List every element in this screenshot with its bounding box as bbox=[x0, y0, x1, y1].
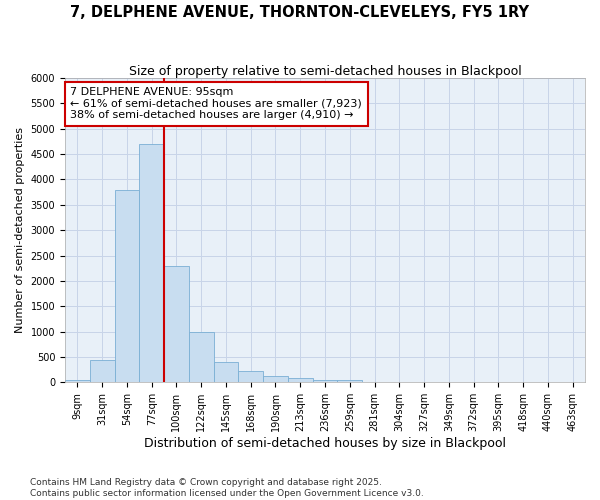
Bar bbox=[115, 190, 139, 382]
Bar bbox=[313, 380, 337, 382]
X-axis label: Distribution of semi-detached houses by size in Blackpool: Distribution of semi-detached houses by … bbox=[144, 437, 506, 450]
Bar bbox=[337, 380, 362, 382]
Bar bbox=[65, 380, 90, 382]
Bar bbox=[164, 266, 189, 382]
Bar bbox=[238, 370, 263, 382]
Bar bbox=[288, 378, 313, 382]
Y-axis label: Number of semi-detached properties: Number of semi-detached properties bbox=[15, 127, 25, 333]
Bar bbox=[90, 360, 115, 382]
Bar bbox=[263, 376, 288, 382]
Bar bbox=[189, 332, 214, 382]
Text: Contains HM Land Registry data © Crown copyright and database right 2025.
Contai: Contains HM Land Registry data © Crown c… bbox=[30, 478, 424, 498]
Text: 7, DELPHENE AVENUE, THORNTON-CLEVELEYS, FY5 1RY: 7, DELPHENE AVENUE, THORNTON-CLEVELEYS, … bbox=[71, 5, 530, 20]
Bar bbox=[214, 362, 238, 382]
Title: Size of property relative to semi-detached houses in Blackpool: Size of property relative to semi-detach… bbox=[128, 65, 521, 78]
Bar bbox=[139, 144, 164, 382]
Text: 7 DELPHENE AVENUE: 95sqm
← 61% of semi-detached houses are smaller (7,923)
38% o: 7 DELPHENE AVENUE: 95sqm ← 61% of semi-d… bbox=[70, 87, 362, 120]
